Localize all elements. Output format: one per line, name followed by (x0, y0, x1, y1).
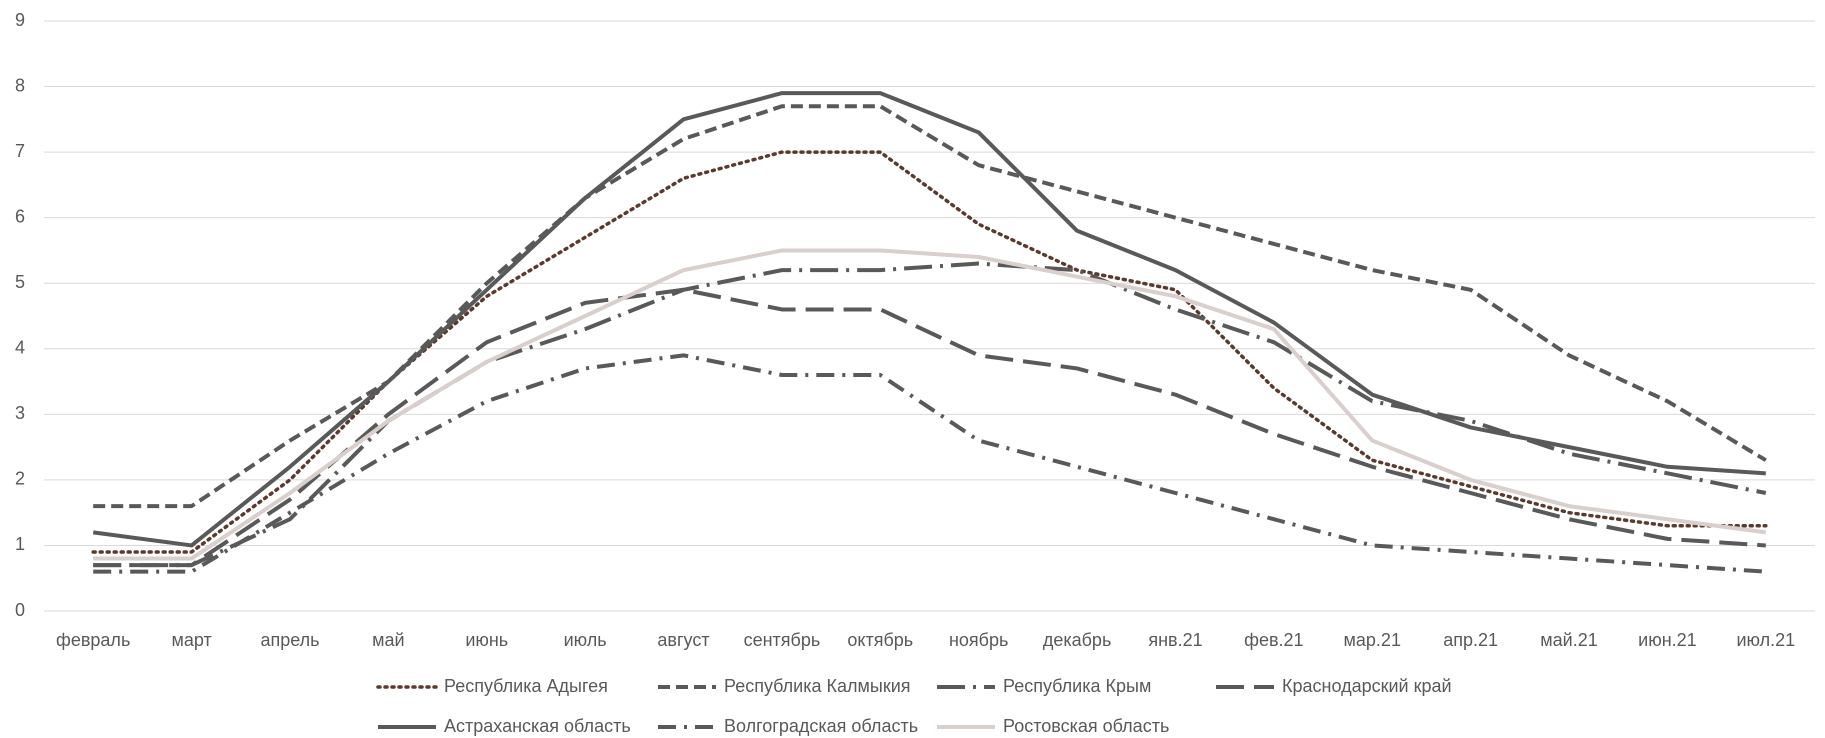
x-tick-label: сентябрь (744, 630, 821, 650)
y-tick-label: 6 (15, 206, 25, 226)
legend-label: Краснодарский край (1282, 676, 1452, 696)
y-tick-label: 0 (15, 600, 25, 620)
legend-label: Астраханская область (444, 716, 631, 736)
x-tick-label: июн.21 (1638, 630, 1697, 650)
series-line (93, 248, 1767, 561)
x-tick-label: фев.21 (1244, 630, 1303, 650)
x-tick-label: февраль (56, 630, 130, 650)
x-tick-label: май (372, 630, 404, 650)
series-line (92, 91, 1766, 548)
x-tick-label: июл.21 (1736, 630, 1795, 650)
x-tick-label: июнь (465, 630, 508, 650)
x-tick-label: декабрь (1043, 630, 1112, 650)
series-line (93, 261, 1767, 568)
y-tick-label: 3 (15, 403, 25, 423)
y-tick-label: 5 (15, 272, 25, 292)
x-tick-label: янв.21 (1148, 630, 1202, 650)
x-tick-label: ноябрь (949, 630, 1008, 650)
y-tick-label: 1 (15, 534, 25, 554)
x-tick-label: апрель (260, 630, 319, 650)
x-tick-label: апр.21 (1443, 630, 1498, 650)
x-tick-label: июль (564, 630, 607, 650)
x-tick-label: октябрь (847, 630, 913, 650)
series-line (93, 287, 1766, 568)
x-tick-label: август (657, 630, 709, 650)
legend-label: Ростовская область (1003, 716, 1169, 736)
x-tick-label: май.21 (1540, 630, 1597, 650)
y-tick-label: 9 (15, 10, 25, 30)
y-tick-label: 4 (15, 338, 25, 358)
legend-label: Республика Адыгея (444, 676, 608, 696)
y-tick-label: 8 (15, 75, 25, 95)
x-tick-label: мар.21 (1344, 630, 1401, 650)
x-tick-label: март (171, 630, 211, 650)
legend-label: Волгоградская область (724, 716, 918, 736)
legend-label: Республика Крым (1003, 676, 1151, 696)
legend-label: Республика Калмыкия (724, 676, 911, 696)
series-line (93, 104, 1767, 509)
series-line (93, 353, 1766, 574)
y-tick-label: 7 (15, 141, 25, 161)
y-tick-label: 2 (15, 469, 25, 489)
